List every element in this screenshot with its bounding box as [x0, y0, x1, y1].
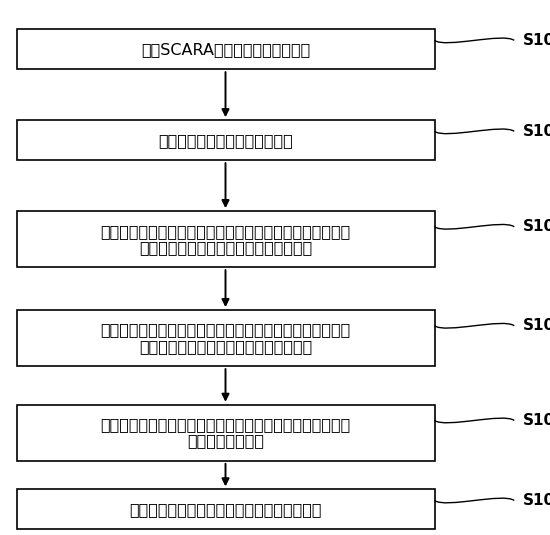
- Text: S101: S101: [522, 33, 550, 48]
- FancyBboxPatch shape: [16, 310, 434, 366]
- Text: 通过最小二乘法辨识所述待辨识的动力学参数: 通过最小二乘法辨识所述待辨识的动力学参数: [129, 502, 322, 517]
- FancyBboxPatch shape: [16, 489, 434, 530]
- FancyBboxPatch shape: [16, 211, 434, 267]
- Text: S103: S103: [522, 219, 550, 234]
- Text: S106: S106: [522, 493, 550, 508]
- Text: S104: S104: [522, 318, 550, 333]
- FancyBboxPatch shape: [16, 120, 434, 160]
- Text: 型中除所述摩擦模型外的剩余部分线性化: 型中除所述摩擦模型外的剩余部分线性化: [139, 240, 312, 255]
- Text: S105: S105: [522, 413, 550, 428]
- Text: 基于所述激励轨迹，通过实验采集对应的数据，从而获得待: 基于所述激励轨迹，通过实验采集对应的数据，从而获得待: [101, 417, 351, 432]
- Text: 建立SCARA机器人关节动力学模型: 建立SCARA机器人关节动力学模型: [141, 42, 310, 57]
- Text: 将辨识后的所述摩擦模型代入动力学模型，对所述动力学模: 将辨识后的所述摩擦模型代入动力学模型，对所述动力学模: [101, 224, 351, 239]
- Text: ，从而设计出改进傅里叶形式的激励轨迹: ，从而设计出改进傅里叶形式的激励轨迹: [139, 339, 312, 354]
- Text: 基于线性化后的所述动力学模型，设定观测矩阵和限制条件: 基于线性化后的所述动力学模型，设定观测矩阵和限制条件: [101, 323, 351, 338]
- Text: S102: S102: [522, 124, 550, 139]
- FancyBboxPatch shape: [16, 404, 434, 461]
- Text: 辨识的动力学参数: 辨识的动力学参数: [187, 433, 264, 448]
- Text: 对改进的摩擦模型进行参数辨识: 对改进的摩擦模型进行参数辨识: [158, 133, 293, 148]
- FancyBboxPatch shape: [16, 29, 434, 69]
